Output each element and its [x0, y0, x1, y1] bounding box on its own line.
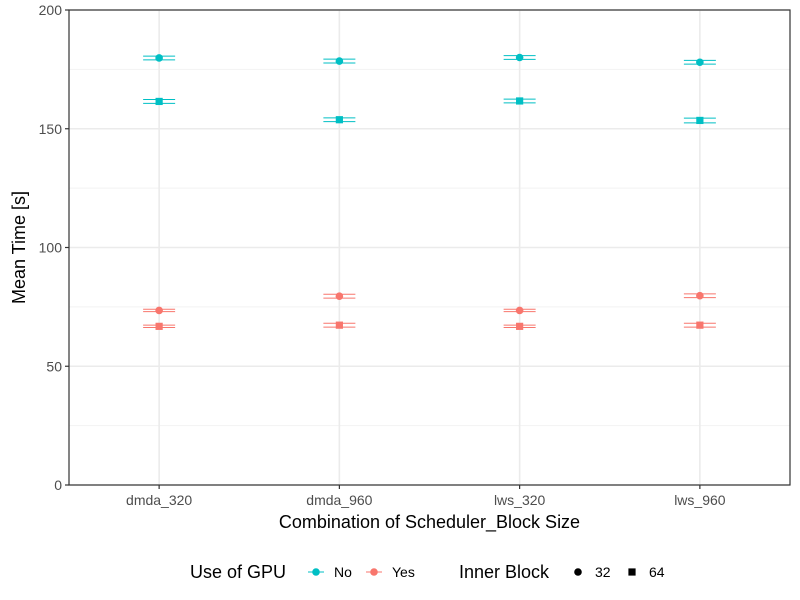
- legend-block-label: 32: [595, 564, 611, 580]
- data-point-circle: [155, 54, 163, 62]
- y-tick-label: 200: [39, 2, 63, 18]
- data-point-circle: [335, 57, 344, 65]
- y-tick-label: 50: [46, 358, 62, 374]
- y-axis-title: Mean Time [s]: [9, 191, 29, 304]
- data-point-square: [516, 322, 524, 330]
- y-tick-label: 0: [54, 477, 62, 493]
- data-point-circle: [515, 53, 524, 62]
- data-point-circle: [335, 292, 344, 300]
- x-tick-label: dmda_320: [126, 492, 192, 508]
- legend-key-point: [370, 568, 378, 576]
- data-point-square: [696, 321, 704, 329]
- legend-block-label: 64: [649, 564, 665, 580]
- data-point-square: [516, 97, 524, 105]
- x-tick-label: lws_960: [674, 492, 726, 508]
- legend-key-circle: [574, 568, 582, 576]
- x-tick-label: lws_320: [494, 492, 546, 508]
- legend-key-point: [312, 568, 320, 576]
- data-point-square: [335, 321, 343, 329]
- data-point-square: [335, 116, 343, 124]
- legend-gpu-label: Yes: [392, 564, 415, 580]
- data-point-circle: [696, 58, 704, 67]
- x-axis-title: Combination of Scheduler_Block Size: [279, 512, 580, 533]
- data-point-square: [155, 322, 163, 330]
- legend-key-square: [628, 568, 636, 576]
- y-tick-label: 150: [39, 121, 63, 137]
- data-point-circle: [155, 306, 163, 315]
- legend-gpu-title: Use of GPU: [190, 562, 286, 582]
- data-point-circle: [696, 291, 704, 300]
- legend-gpu-label: No: [334, 564, 352, 580]
- y-tick-label: 100: [39, 240, 63, 256]
- legend-block-title: Inner Block: [459, 562, 550, 582]
- data-point-circle: [515, 306, 524, 315]
- data-point-square: [155, 97, 163, 106]
- data-point-square: [696, 116, 704, 125]
- x-tick-label: dmda_960: [306, 492, 372, 508]
